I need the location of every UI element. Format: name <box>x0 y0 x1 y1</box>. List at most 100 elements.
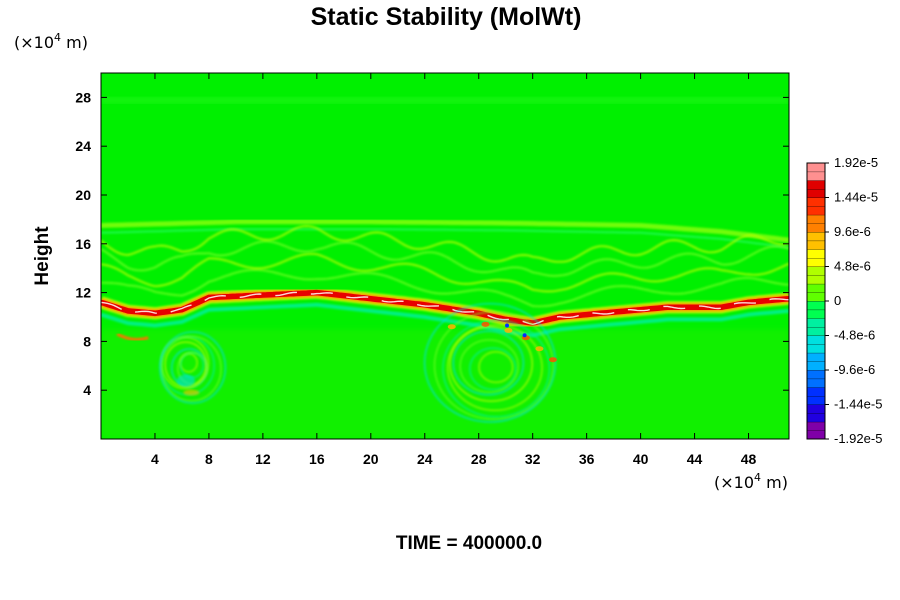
colorbar-swatch <box>806 395 826 405</box>
colorbar-swatch <box>806 378 826 388</box>
colorbar-swatch <box>806 292 826 302</box>
colorbar-swatch <box>806 197 826 207</box>
colorbar-swatch <box>806 318 826 328</box>
instability-spot <box>504 327 513 333</box>
colorbar-swatch <box>806 257 826 267</box>
x-tick-label: 28 <box>471 451 487 467</box>
colorbar-swatch <box>806 205 826 216</box>
wave-ring <box>164 341 207 388</box>
colorbar-tick-label: -1.44e-5 <box>834 397 882 412</box>
wave-ring <box>160 335 222 402</box>
time-label: TIME = 400000.0 <box>396 533 542 554</box>
x-tick-label: 40 <box>633 451 649 467</box>
colorbar-swatch <box>806 343 826 354</box>
x-unit-label: (×104 m) <box>714 471 788 492</box>
plot-area <box>101 73 789 439</box>
colorbar-swatch <box>806 240 826 250</box>
y-tick-label: 28 <box>75 89 91 105</box>
wave-ring <box>442 319 551 418</box>
blue-spot <box>522 333 527 338</box>
x-tick-label: 4 <box>151 451 159 467</box>
colorbar-swatch <box>806 404 826 414</box>
y-tick-label: 4 <box>83 382 91 398</box>
ridge-highlight <box>101 291 789 326</box>
colorbar-tick-label: 1.92e-5 <box>834 155 878 170</box>
colorbar-tick-label: 9.6e-6 <box>834 224 871 239</box>
colorbar-swatch <box>806 387 826 397</box>
colorbar: 1.92e-5 1.44e-5 9.6e-6 4.8e-6 0 -4.8e-6 -9.6e-… <box>806 155 882 446</box>
y-tick-label: 16 <box>75 236 91 252</box>
colorbar-tick-label: 0 <box>834 293 841 308</box>
y-axis: 4 8 12 16 20 24 28 <box>75 89 789 398</box>
wave-ring <box>433 311 555 420</box>
blue-spot <box>505 323 510 328</box>
upper-faint-band <box>101 97 789 104</box>
wave-ring <box>159 331 227 404</box>
colorbar-tick-label: -1.92e-5 <box>834 431 882 446</box>
instability-spot <box>447 324 456 330</box>
colorbar-swatch <box>806 188 826 198</box>
chart-title: Static Stability (MolWt) <box>311 3 582 31</box>
colorbar-swatch <box>806 231 826 242</box>
x-tick-label: 44 <box>687 451 703 467</box>
y-tick-label: 8 <box>83 333 91 349</box>
upper-band-edge <box>101 228 789 249</box>
instability-spot <box>535 346 544 352</box>
y-axis-label: Height <box>32 226 53 286</box>
x-tick-label: 36 <box>579 451 595 467</box>
wave-streak <box>101 224 789 263</box>
wave-ring <box>446 324 543 412</box>
instability-spot <box>548 357 557 363</box>
instability-spot <box>481 321 490 327</box>
colorbar-swatch <box>806 249 826 259</box>
colorbar-swatch <box>806 361 826 371</box>
wave-streak <box>101 268 789 308</box>
colorbar-swatch <box>806 283 826 293</box>
orange-blob <box>183 389 200 396</box>
wave-streak <box>101 252 789 293</box>
wave-ring <box>452 330 525 396</box>
x-tick-label: 16 <box>309 451 325 467</box>
x-tick-label: 24 <box>417 451 433 467</box>
wave-ring <box>469 347 517 391</box>
colorbar-tick-label: -9.6e-6 <box>834 362 875 377</box>
colorbar-swatch <box>806 421 826 431</box>
colorbar-swatch <box>806 214 826 224</box>
field-features <box>101 97 789 439</box>
colorbar-swatch <box>806 171 826 181</box>
cyan-blob <box>176 374 195 387</box>
x-tick-label: 8 <box>205 451 213 467</box>
x-tick-label: 48 <box>741 451 757 467</box>
wave-ring <box>423 302 557 423</box>
colorbar-swatch <box>806 309 826 319</box>
wave-streak <box>101 240 789 277</box>
colorbar-tick-label: -4.8e-6 <box>834 328 875 343</box>
wave-ring <box>478 351 514 384</box>
colorbar-swatch <box>806 266 826 276</box>
colorbar-swatch <box>806 369 826 380</box>
wave-ring <box>459 339 519 394</box>
colorbar-swatch <box>806 326 826 336</box>
x-tick-label: 20 <box>363 451 379 467</box>
colorbar-swatch <box>806 335 826 345</box>
colorbar-tick-label: 1.44e-5 <box>834 190 878 205</box>
y-unit-label: (×104 m) <box>14 31 88 52</box>
colorbar-swatch <box>806 300 826 311</box>
colorbar-swatch <box>806 412 826 423</box>
y-tick-label: 24 <box>75 138 91 154</box>
upper-band-line <box>101 219 789 243</box>
x-axis: 4 8 12 16 20 24 28 32 36 40 44 48 <box>151 73 757 467</box>
colorbar-swatch <box>806 274 826 285</box>
colorbar-swatch <box>806 180 826 190</box>
wave-ring <box>449 325 534 402</box>
x-tick-label: 12 <box>255 451 271 467</box>
colorbar-swatch <box>806 430 826 440</box>
colorbar-swatch <box>806 223 826 233</box>
plot-frame <box>100 72 790 440</box>
colorbar-swatch <box>806 162 826 173</box>
colorbar-swatch <box>806 352 826 362</box>
lower-hook <box>116 332 149 342</box>
x-tick-label: 32 <box>525 451 541 467</box>
y-tick-label: 20 <box>75 187 91 203</box>
